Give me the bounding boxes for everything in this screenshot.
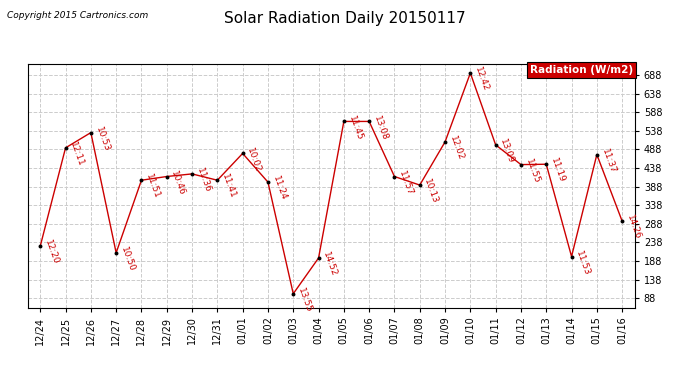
Point — [566, 254, 577, 260]
Point — [338, 118, 349, 124]
Point — [465, 70, 476, 76]
Text: 11:36: 11:36 — [195, 166, 212, 194]
Text: 13:08: 13:08 — [372, 114, 389, 142]
Point — [212, 177, 223, 183]
Text: 11:51: 11:51 — [144, 173, 161, 200]
Point — [364, 118, 375, 124]
Text: 11:37: 11:37 — [600, 147, 617, 175]
Point — [288, 291, 299, 297]
Point — [617, 218, 628, 224]
Text: Radiation (W/m2): Radiation (W/m2) — [530, 65, 633, 75]
Text: Solar Radiation Daily 20150117: Solar Radiation Daily 20150117 — [224, 11, 466, 26]
Text: 12:42: 12:42 — [473, 66, 491, 93]
Text: 11:53: 11:53 — [574, 249, 591, 277]
Text: 10:13: 10:13 — [422, 178, 440, 205]
Point — [161, 174, 172, 180]
Text: Copyright 2015 Cartronics.com: Copyright 2015 Cartronics.com — [7, 11, 148, 20]
Text: 13:09: 13:09 — [498, 138, 515, 165]
Point — [186, 171, 197, 177]
Point — [490, 142, 501, 148]
Text: 12:02: 12:02 — [448, 135, 465, 162]
Point — [86, 130, 97, 136]
Text: 10:53: 10:53 — [94, 125, 111, 153]
Text: 12:20: 12:20 — [43, 239, 60, 266]
Text: 10:02: 10:02 — [246, 146, 263, 174]
Text: 13:55: 13:55 — [296, 286, 313, 314]
Point — [414, 182, 425, 188]
Point — [237, 150, 248, 156]
Point — [313, 255, 324, 261]
Point — [440, 139, 451, 145]
Text: 11:41: 11:41 — [220, 173, 237, 200]
Point — [34, 243, 46, 249]
Text: 10:50: 10:50 — [119, 246, 136, 273]
Text: 11:19: 11:19 — [549, 157, 566, 184]
Text: 12:11: 12:11 — [68, 141, 86, 168]
Point — [541, 161, 552, 167]
Point — [591, 152, 602, 157]
Text: 11:24: 11:24 — [270, 175, 288, 202]
Text: 11:45: 11:45 — [346, 114, 364, 141]
Text: 10:46: 10:46 — [170, 169, 187, 196]
Text: 14:52: 14:52 — [322, 251, 339, 278]
Point — [389, 174, 400, 180]
Text: 11:57: 11:57 — [397, 169, 415, 196]
Point — [136, 177, 147, 183]
Point — [515, 162, 526, 168]
Point — [110, 250, 121, 256]
Point — [262, 179, 273, 185]
Point — [60, 145, 71, 151]
Text: 11:55: 11:55 — [524, 158, 541, 185]
Text: 14:26: 14:26 — [625, 214, 642, 241]
